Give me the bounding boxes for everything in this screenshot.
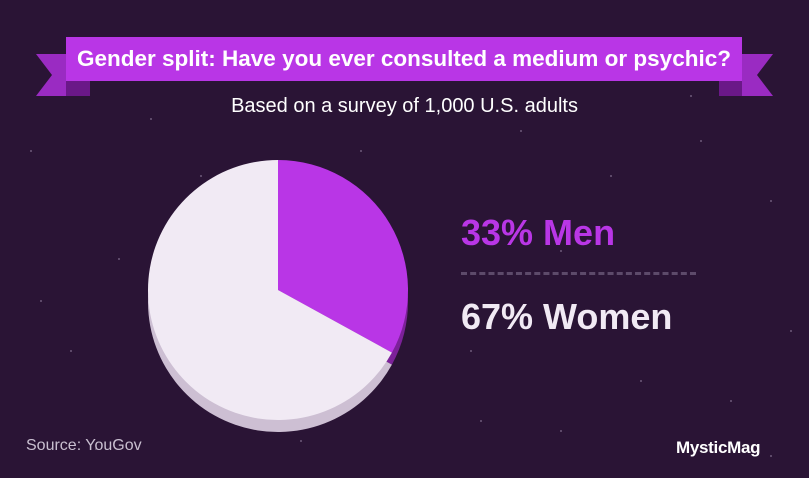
ribbon-right-tail xyxy=(742,54,773,96)
star-dot xyxy=(40,300,42,302)
star-dot xyxy=(730,400,732,402)
star-dot xyxy=(560,250,562,252)
star-dot xyxy=(150,118,152,120)
title-ribbon xyxy=(36,37,773,96)
star-dot xyxy=(480,420,482,422)
brand-logo: MysticMag xyxy=(676,438,761,457)
legend-divider xyxy=(461,272,696,275)
star-dot xyxy=(770,455,772,457)
star-dot xyxy=(610,175,612,177)
ribbon-banner xyxy=(66,37,742,81)
pie-slice-women xyxy=(148,160,392,420)
pie-slice-men xyxy=(278,160,409,353)
star-dot xyxy=(690,95,692,97)
star-dot xyxy=(118,258,120,260)
chart-title: Gender split: Have you ever consulted a … xyxy=(77,46,731,71)
chart-subtitle: Based on a survey of 1,000 U.S. adults xyxy=(231,95,578,117)
legend-women-label: 67% Women xyxy=(461,296,673,337)
star-dot xyxy=(360,150,362,152)
source-note: Source: YouGov xyxy=(26,437,142,454)
legend-men-label: 33% Men xyxy=(461,212,616,253)
ribbon-left-fold xyxy=(66,81,90,96)
star-dot xyxy=(30,150,32,152)
star-dot xyxy=(560,430,562,432)
star-dot xyxy=(70,350,72,352)
ribbon-right-fold xyxy=(719,81,742,96)
star-dot xyxy=(300,440,302,442)
star-dot xyxy=(790,330,792,332)
star-dot xyxy=(640,380,642,382)
star-dot xyxy=(770,200,772,202)
star-dot xyxy=(200,175,202,177)
star-dot xyxy=(700,140,702,142)
ribbon-left-tail xyxy=(36,54,66,96)
star-dot xyxy=(95,448,97,450)
star-dot xyxy=(520,130,522,132)
star-dot xyxy=(470,350,472,352)
